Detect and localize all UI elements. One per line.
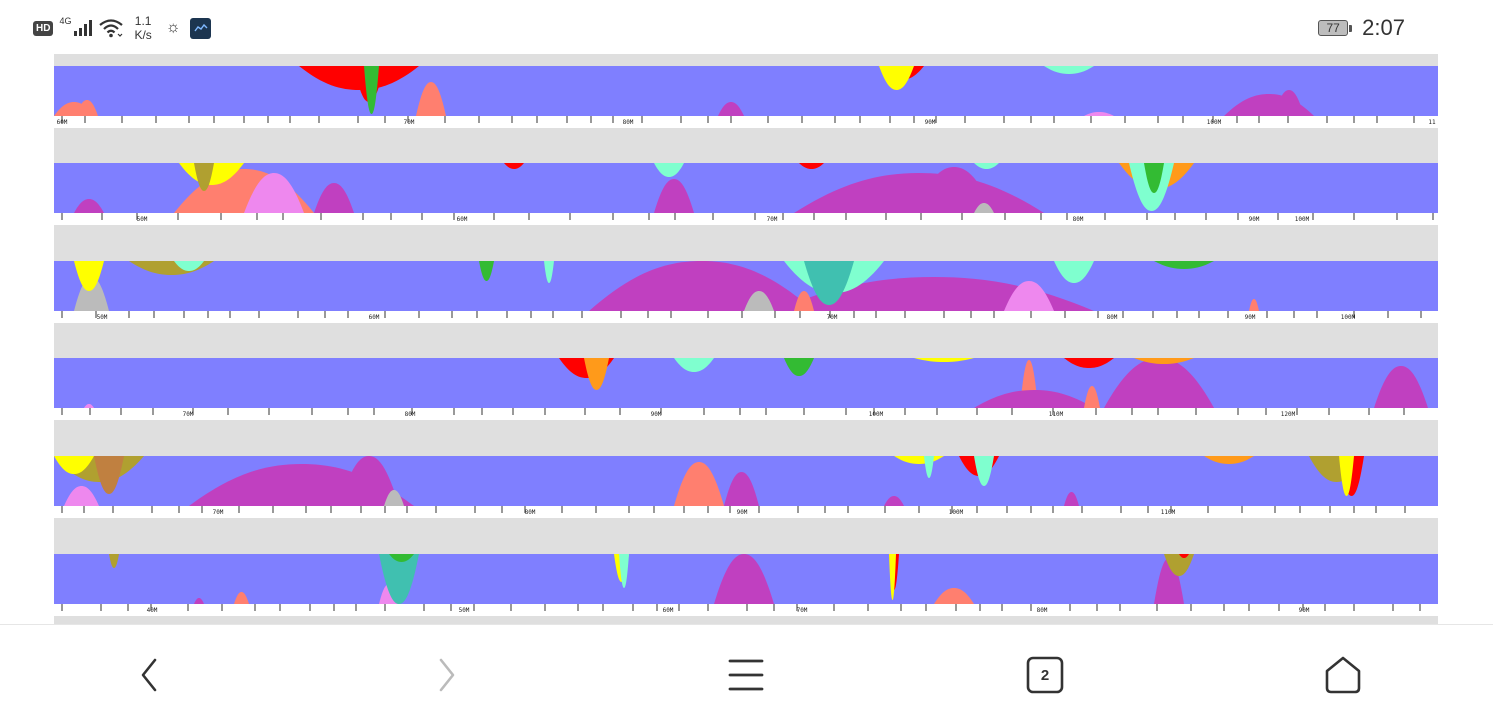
tabs-button[interactable]: 2: [1021, 651, 1069, 699]
forward-button[interactable]: [423, 651, 471, 699]
tab-count: 2: [1040, 666, 1050, 684]
chromosome-track: 70M 80M 90M 100M 110M 120M: [54, 358, 1438, 420]
ruler-tick-label: 70M: [212, 509, 224, 516]
hamburger-menu-icon: [728, 659, 764, 691]
ancestry-band: [54, 261, 1438, 311]
forward-arrow-icon: [439, 658, 455, 692]
ruler-tick-label: 100M: [1340, 314, 1356, 321]
position-ruler: 60M 70M 80M 90M 100M 11: [54, 116, 1438, 128]
cell-signal-icon: [74, 20, 93, 36]
ruler-tick-label: 50M: [96, 314, 108, 321]
ruler-tick-label: 50M: [136, 216, 148, 223]
browser-nav-bar: 2: [0, 624, 1493, 720]
battery-level: 77: [1326, 21, 1340, 35]
ruler-tick-label: 60M: [368, 314, 380, 321]
ruler-tick-label: 110M: [1160, 509, 1176, 516]
ruler-tick-label: 90M: [924, 119, 936, 126]
ruler-tick-label: 70M: [796, 607, 808, 614]
ruler-tick-label: 60M: [56, 119, 68, 126]
ancestry-plot-image[interactable]: 60M 70M 80M 90M 100M 11 50M 60M 70M 80M 90M 100M 50M…: [54, 54, 1438, 624]
ruler-tick-label: 90M: [1244, 314, 1256, 321]
ruler-tick-label: 80M: [1106, 314, 1118, 321]
ruler-tick-label: 100M: [1294, 216, 1310, 223]
ancestry-band: [54, 163, 1438, 213]
chromosome-track: 40M 50M 60M 70M 80M 90M: [54, 554, 1438, 616]
ruler-tick-label: 50M: [458, 607, 470, 614]
ruler-tick-label: 70M: [182, 411, 194, 418]
ruler-tick-label: 80M: [1072, 216, 1084, 223]
ruler-tick-label: 70M: [826, 314, 838, 321]
position-ruler: 40M 50M 60M 70M 80M 90M: [54, 604, 1438, 616]
ruler-tick-label: 11: [1428, 119, 1436, 126]
ruler-tick-label: 70M: [403, 119, 415, 126]
position-ruler: 70M 80M 90M 100M 110M: [54, 506, 1438, 518]
ruler-tick-label: 90M: [650, 411, 662, 418]
ruler-tick-label: 60M: [662, 607, 674, 614]
status-clock: 2:07: [1362, 15, 1405, 40]
status-bar: HD 4G 1.1 K/s ☼ 77 2:07: [0, 0, 1493, 54]
ruler-tick-label: 40M: [146, 607, 158, 614]
ruler-tick-label: 60M: [456, 216, 468, 223]
ancestry-band: [54, 554, 1438, 604]
ancestry-band: [54, 358, 1438, 408]
ruler-tick-label: 80M: [1036, 607, 1048, 614]
chromosome-track: 60M 70M 80M 90M 100M 11: [54, 66, 1438, 128]
ruler-tick-label: 90M: [1298, 607, 1310, 614]
chromosome-track: 70M 80M 90M 100M 110M: [54, 456, 1438, 518]
chromosome-track: 50M 60M 70M 80M 90M 100M: [54, 163, 1438, 225]
ruler-tick-label: 100M: [1206, 119, 1222, 126]
network-speed-value: 1.1: [134, 14, 152, 28]
ruler-tick-label: 100M: [948, 509, 964, 516]
ruler-tick-label: 80M: [524, 509, 536, 516]
hd-voice-badge: HD: [33, 20, 54, 36]
menu-button[interactable]: [722, 651, 770, 699]
battery-tip: [1349, 24, 1353, 32]
ruler-tick-label: 70M: [766, 216, 778, 223]
tabs-icon: [1026, 656, 1064, 694]
ruler-tick-label: 90M: [1248, 216, 1260, 223]
app-notification-icon: [190, 17, 212, 39]
ruler-tick-label: 80M: [404, 411, 416, 418]
ruler-tick-label: 100M: [868, 411, 884, 418]
position-ruler: 50M 60M 70M 80M 90M 100M: [54, 311, 1438, 323]
ruler-tick-label: 110M: [1048, 411, 1064, 418]
back-button[interactable]: [125, 651, 173, 699]
position-ruler: 50M 60M 70M 80M 90M 100M: [54, 213, 1438, 225]
status-icons-right: 77 2:07: [1318, 14, 1405, 42]
home-button[interactable]: [1319, 651, 1367, 699]
home-icon: [1325, 656, 1361, 694]
network-type-label: 4G: [59, 16, 72, 26]
ruler-tick-label: 120M: [1280, 411, 1296, 418]
network-speed: 1.1 K/s: [134, 14, 151, 42]
ruler-tick-label: 90M: [736, 509, 748, 516]
ancestry-band: [54, 456, 1438, 506]
ancestry-band: [54, 66, 1438, 116]
back-arrow-icon: [141, 658, 157, 692]
battery-icon: 77: [1318, 20, 1349, 36]
network-speed-unit: K/s: [134, 28, 152, 42]
status-icons-left: HD 4G 1.1 K/s ☼: [33, 10, 212, 46]
chromosome-track: 50M 60M 70M 80M 90M 100M: [54, 261, 1438, 323]
brightness-icon: ☼: [165, 19, 181, 36]
ruler-tick-label: 80M: [622, 119, 634, 126]
wifi-icon: [98, 18, 124, 38]
position-ruler: 70M 80M 90M 100M 110M 120M: [54, 408, 1438, 420]
